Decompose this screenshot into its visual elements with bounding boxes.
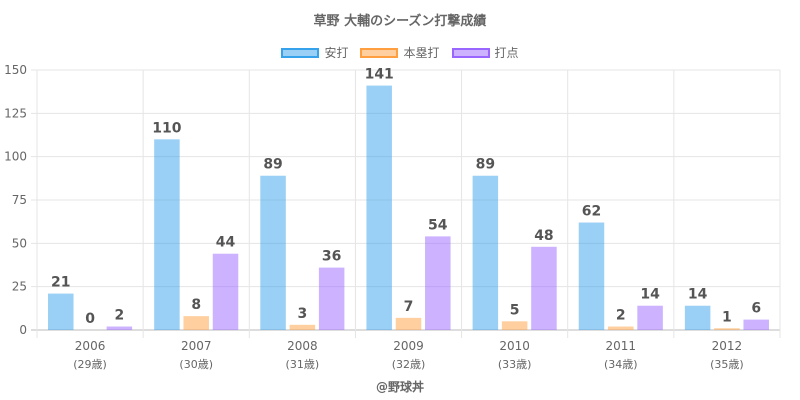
credit-label: @野球丼 bbox=[375, 380, 424, 394]
y-tick-label: 25 bbox=[12, 280, 27, 294]
bar bbox=[578, 222, 605, 330]
bar bbox=[472, 175, 499, 330]
x-tick-sublabel: (34歳) bbox=[604, 358, 638, 371]
bar bbox=[183, 316, 209, 330]
bar bbox=[714, 328, 740, 330]
bar bbox=[212, 253, 239, 330]
data-label: 62 bbox=[582, 204, 601, 220]
data-label: 21 bbox=[51, 275, 70, 291]
x-tick-label: 2008 bbox=[287, 339, 318, 353]
x-tick-sublabel: (29歳) bbox=[73, 358, 107, 371]
data-label: 2 bbox=[114, 308, 124, 324]
data-label: 141 bbox=[365, 67, 394, 83]
legend-swatch-homeruns bbox=[360, 47, 399, 58]
data-label: 0 bbox=[85, 311, 95, 327]
x-tick-sublabel: (30歳) bbox=[179, 358, 213, 371]
x-tick-sublabel: (35歳) bbox=[710, 358, 744, 371]
bar bbox=[501, 321, 528, 330]
bar bbox=[743, 319, 769, 330]
bar bbox=[425, 236, 451, 330]
y-tick-label: 125 bbox=[4, 106, 27, 120]
legend-label-homeruns: 本塁打 bbox=[403, 46, 440, 60]
x-tick-label: 2010 bbox=[499, 339, 530, 353]
y-tick-label: 100 bbox=[4, 150, 27, 164]
bar bbox=[260, 175, 286, 330]
data-label: 89 bbox=[476, 157, 495, 173]
x-tick-label: 2006 bbox=[75, 339, 106, 353]
legend-label-hits: 安打 bbox=[324, 46, 349, 60]
y-tick-label: 150 bbox=[4, 63, 27, 77]
data-label: 3 bbox=[297, 306, 307, 322]
bar bbox=[106, 326, 133, 330]
data-label: 110 bbox=[152, 120, 181, 136]
x-tick-sublabel: (33歳) bbox=[498, 358, 532, 371]
x-tick-sublabel: (32歳) bbox=[392, 358, 426, 371]
data-label: 36 bbox=[322, 249, 341, 265]
bar bbox=[637, 305, 663, 330]
data-label: 8 bbox=[191, 297, 201, 313]
legend-item-rbi[interactable]: 打点 bbox=[451, 44, 519, 61]
bar bbox=[48, 293, 74, 330]
x-tick-label: 2011 bbox=[606, 339, 637, 353]
bar bbox=[684, 305, 711, 330]
legend-swatch-hits bbox=[281, 47, 320, 58]
data-label: 5 bbox=[510, 302, 520, 318]
chart-title: 草野 大輔のシーズン打撃成績 bbox=[313, 14, 487, 29]
legend-item-hits[interactable]: 安打 bbox=[281, 44, 348, 61]
data-label: 89 bbox=[263, 157, 282, 173]
legend: 安打 本塁打 打点 bbox=[0, 44, 800, 61]
data-label: 14 bbox=[640, 287, 660, 303]
bar bbox=[318, 267, 345, 330]
data-label: 6 bbox=[751, 301, 761, 317]
data-label: 14 bbox=[688, 287, 708, 303]
data-label: 54 bbox=[428, 217, 448, 233]
data-label: 7 bbox=[404, 299, 414, 315]
x-tick-label: 2007 bbox=[181, 339, 212, 353]
legend-swatch-rbi bbox=[451, 47, 490, 58]
bar bbox=[154, 139, 180, 330]
data-label: 1 bbox=[722, 309, 732, 325]
legend-label-rbi: 打点 bbox=[494, 46, 519, 60]
bar bbox=[608, 326, 634, 330]
bar bbox=[395, 317, 422, 330]
x-tick-label: 2012 bbox=[712, 339, 743, 353]
data-label: 2 bbox=[616, 308, 626, 324]
bar bbox=[531, 246, 557, 330]
x-tick-sublabel: (31歳) bbox=[286, 358, 320, 371]
data-label: 48 bbox=[534, 228, 553, 244]
data-label: 44 bbox=[216, 235, 236, 251]
legend-item-homeruns[interactable]: 本塁打 bbox=[360, 44, 440, 61]
y-tick-label: 50 bbox=[12, 236, 27, 250]
y-tick-label: 75 bbox=[12, 193, 27, 207]
x-tick-label: 2009 bbox=[393, 339, 424, 353]
y-tick-label: 0 bbox=[19, 323, 27, 337]
bar bbox=[289, 324, 316, 330]
bar bbox=[366, 85, 392, 330]
